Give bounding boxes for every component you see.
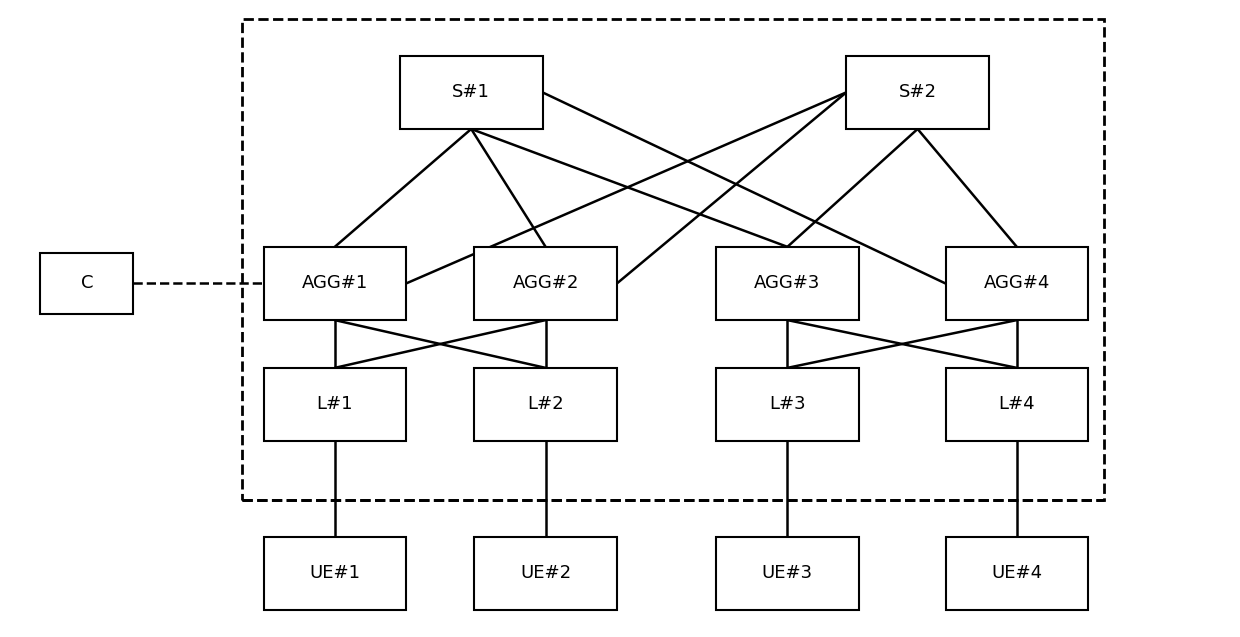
- Text: S#1: S#1: [453, 83, 490, 101]
- Text: UE#1: UE#1: [309, 564, 361, 582]
- FancyBboxPatch shape: [717, 247, 858, 320]
- FancyBboxPatch shape: [474, 536, 618, 610]
- Text: L#2: L#2: [527, 396, 564, 413]
- Text: UE#3: UE#3: [761, 564, 813, 582]
- Text: AGG#3: AGG#3: [754, 275, 821, 292]
- Text: L#1: L#1: [316, 396, 353, 413]
- FancyBboxPatch shape: [717, 536, 858, 610]
- FancyBboxPatch shape: [945, 536, 1089, 610]
- Text: UE#4: UE#4: [991, 564, 1043, 582]
- FancyBboxPatch shape: [263, 247, 407, 320]
- FancyBboxPatch shape: [945, 368, 1089, 441]
- FancyBboxPatch shape: [263, 368, 407, 441]
- FancyBboxPatch shape: [474, 368, 618, 441]
- Text: C: C: [81, 275, 93, 292]
- FancyBboxPatch shape: [41, 253, 134, 313]
- Text: L#3: L#3: [769, 396, 806, 413]
- FancyBboxPatch shape: [399, 56, 543, 129]
- FancyBboxPatch shape: [263, 536, 407, 610]
- Text: AGG#2: AGG#2: [512, 275, 579, 292]
- FancyBboxPatch shape: [945, 247, 1089, 320]
- FancyBboxPatch shape: [474, 247, 618, 320]
- FancyBboxPatch shape: [717, 368, 858, 441]
- Text: S#2: S#2: [899, 83, 936, 101]
- FancyBboxPatch shape: [846, 56, 990, 129]
- Text: AGG#4: AGG#4: [983, 275, 1050, 292]
- Text: AGG#1: AGG#1: [301, 275, 368, 292]
- Text: UE#2: UE#2: [520, 564, 572, 582]
- Text: L#4: L#4: [998, 396, 1035, 413]
